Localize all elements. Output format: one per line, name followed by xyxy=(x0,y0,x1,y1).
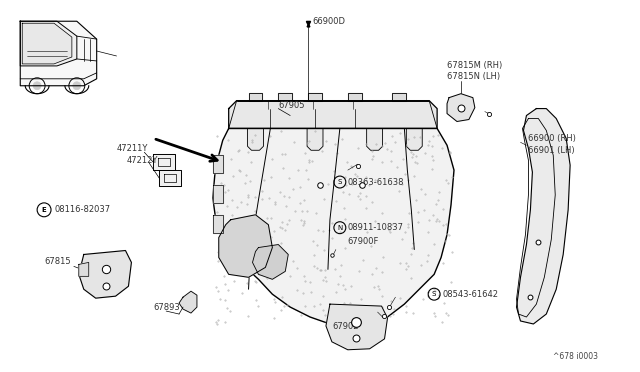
Circle shape xyxy=(73,82,81,90)
Text: 67893: 67893 xyxy=(153,302,180,312)
Polygon shape xyxy=(326,304,387,350)
Text: 67815M (RH): 67815M (RH) xyxy=(447,61,502,70)
Polygon shape xyxy=(79,262,89,276)
Text: E: E xyxy=(42,207,47,213)
Polygon shape xyxy=(153,154,175,170)
Text: 08543-61642: 08543-61642 xyxy=(442,290,498,299)
Polygon shape xyxy=(22,23,72,64)
Polygon shape xyxy=(392,93,406,101)
Text: S: S xyxy=(338,179,342,185)
Polygon shape xyxy=(213,128,454,327)
Polygon shape xyxy=(308,93,322,101)
Polygon shape xyxy=(367,128,383,150)
Polygon shape xyxy=(159,170,181,186)
Text: N: N xyxy=(337,225,342,231)
Text: 66900 (RH): 66900 (RH) xyxy=(529,134,576,143)
Polygon shape xyxy=(248,128,264,150)
Text: 67815N (LH): 67815N (LH) xyxy=(447,72,500,81)
Text: 66900D: 66900D xyxy=(312,17,345,26)
Polygon shape xyxy=(213,185,223,203)
Polygon shape xyxy=(213,215,223,232)
Polygon shape xyxy=(20,21,77,66)
Text: ^678 i0003: ^678 i0003 xyxy=(553,352,598,361)
Text: 66901 (LH): 66901 (LH) xyxy=(529,146,575,155)
Text: 67815: 67815 xyxy=(44,257,70,266)
Text: 47212Y: 47212Y xyxy=(127,156,158,165)
Text: 08116-82037: 08116-82037 xyxy=(54,205,110,214)
Polygon shape xyxy=(447,94,475,122)
Text: 08363-61638: 08363-61638 xyxy=(348,177,404,186)
Polygon shape xyxy=(278,93,292,101)
Polygon shape xyxy=(219,215,273,277)
Polygon shape xyxy=(213,155,223,173)
Polygon shape xyxy=(179,291,197,313)
Polygon shape xyxy=(307,128,323,150)
Polygon shape xyxy=(228,101,437,128)
Text: 67902: 67902 xyxy=(332,323,358,331)
Text: 67900F: 67900F xyxy=(348,237,379,246)
Circle shape xyxy=(33,82,41,90)
Polygon shape xyxy=(79,250,131,298)
Polygon shape xyxy=(516,109,570,324)
Text: S: S xyxy=(432,291,436,297)
Text: 47211Y: 47211Y xyxy=(116,144,148,153)
Polygon shape xyxy=(348,93,362,101)
Polygon shape xyxy=(248,93,262,101)
Polygon shape xyxy=(406,128,422,150)
Polygon shape xyxy=(20,21,97,86)
Polygon shape xyxy=(253,244,288,279)
Text: 08911-10837: 08911-10837 xyxy=(348,223,404,232)
Text: 67905: 67905 xyxy=(278,101,305,110)
